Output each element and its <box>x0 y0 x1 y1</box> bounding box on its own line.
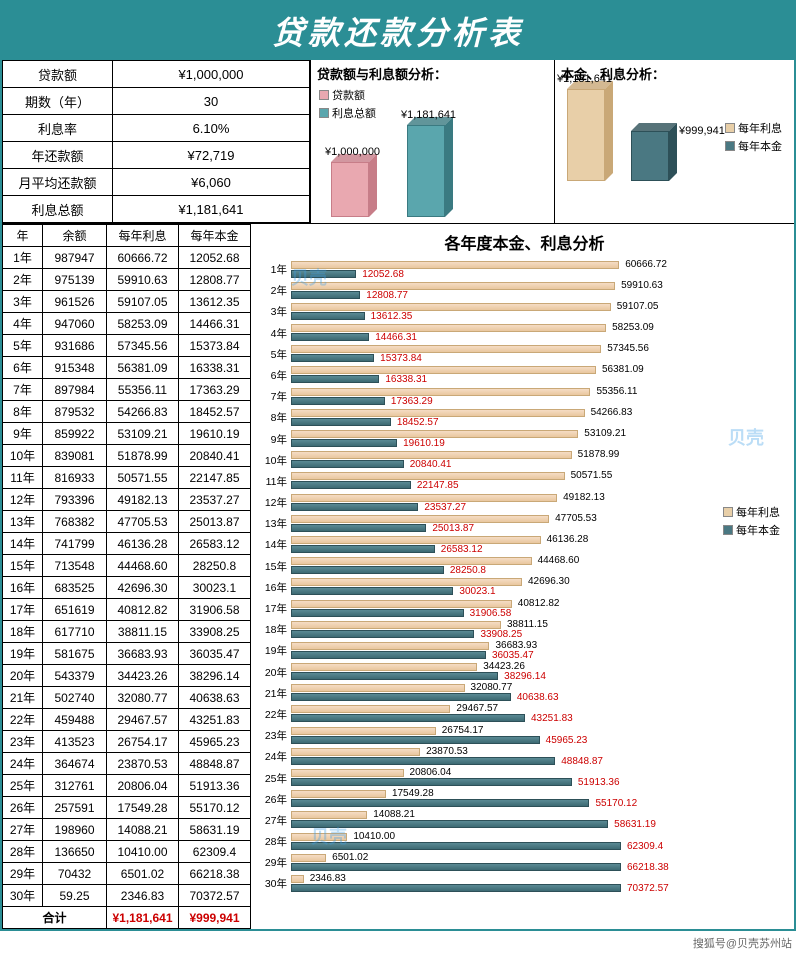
col-header: 余额 <box>43 225 107 247</box>
chart-principal-interest: 本金、利息分析： ¥1,181,641 ¥999,941 每年利息每年本金 <box>554 60 794 223</box>
summary-value: ¥1,181,641 <box>113 196 310 223</box>
hbar-row: 23年 26754.17 45965.23 <box>259 726 790 745</box>
hbar-row: 26年 17549.28 55170.12 <box>259 790 790 809</box>
hbar-row: 16年 42696.30 30023.1 <box>259 578 790 597</box>
hbar-row: 19年 36683.93 36035.47 <box>259 641 790 660</box>
hbar-row: 11年 50571.55 22147.85 <box>259 472 790 491</box>
hbar-row: 6年 56381.09 16338.31 <box>259 366 790 385</box>
table-row: 12年79339649182.1323537.27 <box>3 489 251 511</box>
hbar-row: 10年 51878.99 20840.41 <box>259 451 790 470</box>
summary-table: 贷款额¥1,000,000期数（年）30利息率6.10%年还款额¥72,719月… <box>2 60 310 223</box>
table-row: 2年97513959910.6312808.77 <box>3 269 251 291</box>
hbar-row: 28年 10410.00 62309.4 <box>259 832 790 851</box>
hchart-title: 各年度本金、利息分析 <box>259 230 790 254</box>
table-row: 17年65161940812.8231906.58 <box>3 599 251 621</box>
table-row: 20年54337934423.2638296.14 <box>3 665 251 687</box>
table-row: 14年74179946136.2826583.12 <box>3 533 251 555</box>
chart-loan-vs-interest: 贷款额与利息额分析： 贷款额利息总额 ¥1,000,000 ¥1,181,641 <box>310 60 554 223</box>
hbar-row: 27年 14088.21 58631.19 <box>259 811 790 830</box>
summary-value: ¥1,000,000 <box>113 61 310 88</box>
footer-credit: 搜狐号@贝壳苏州站 <box>0 931 800 955</box>
col-header: 年 <box>3 225 43 247</box>
table-row: 29年704326501.0266218.38 <box>3 863 251 885</box>
table-row: 19年58167536683.9336035.47 <box>3 643 251 665</box>
hbar-row: 18年 38811.15 33908.25 <box>259 620 790 639</box>
table-row: 23年41352326754.1745965.23 <box>3 731 251 753</box>
hbar-row: 22年 29467.57 43251.83 <box>259 705 790 724</box>
table-row: 9年85992253109.2119610.19 <box>3 423 251 445</box>
summary-label: 月平均还款额 <box>3 169 113 196</box>
col-header: 每年本金 <box>179 225 251 247</box>
table-row: 27年19896014088.2158631.19 <box>3 819 251 841</box>
bar: ¥1,181,641 <box>407 125 453 217</box>
hbar-row: 24年 23870.53 48848.87 <box>259 747 790 766</box>
hbar-row: 7年 55356.11 17363.29 <box>259 387 790 406</box>
hbar-row: 3年 59107.05 13612.35 <box>259 302 790 321</box>
yearly-breakdown-chart: 各年度本金、利息分析 1年 60666.72 12052.68 2年 59910… <box>251 224 794 929</box>
hbar-row: 14年 46136.28 26583.12 <box>259 535 790 554</box>
table-row: 30年59.252346.8370372.57 <box>3 885 251 907</box>
table-row: 26年25759117549.2855170.12 <box>3 797 251 819</box>
hbar-row: 5年 57345.56 15373.84 <box>259 345 790 364</box>
table-row: 24年36467423870.5348848.87 <box>3 753 251 775</box>
table-row: 25年31276120806.0451913.36 <box>3 775 251 797</box>
hbar-row: 20年 34423.26 38296.14 <box>259 663 790 682</box>
legend-item: 贷款额 <box>319 87 546 103</box>
table-row: 15年71354844468.6028250.8 <box>3 555 251 577</box>
table-row: 16年68352542696.3030023.1 <box>3 577 251 599</box>
hbar-row: 2年 59910.63 12808.77 <box>259 281 790 300</box>
hbar-row: 25年 20806.04 51913.36 <box>259 769 790 788</box>
hbar-row: 8年 54266.83 18452.57 <box>259 408 790 427</box>
summary-value: 30 <box>113 88 310 115</box>
bar: ¥1,000,000 <box>331 162 377 217</box>
table-row: 28年13665010410.0062309.4 <box>3 841 251 863</box>
hbar-row: 4年 58253.09 14466.31 <box>259 324 790 343</box>
legend-item: 每年利息 <box>725 120 782 136</box>
summary-label: 期数（年） <box>3 88 113 115</box>
hbar-row: 1年 60666.72 12052.68 <box>259 260 790 279</box>
summary-value: ¥72,719 <box>113 142 310 169</box>
summary-label: 利息率 <box>3 115 113 142</box>
table-row: 3年96152659107.0513612.35 <box>3 291 251 313</box>
summary-label: 贷款额 <box>3 61 113 88</box>
legend-item: 每年本金 <box>723 522 780 538</box>
hbar-row: 15年 44468.60 28250.8 <box>259 557 790 576</box>
table-row: 22年45948829467.5743251.83 <box>3 709 251 731</box>
page-title: 贷款还款分析表 <box>2 2 794 60</box>
hbar-row: 9年 53109.21 19610.19 <box>259 430 790 449</box>
summary-value: ¥6,060 <box>113 169 310 196</box>
hbar-row: 17年 40812.82 31906.58 <box>259 599 790 618</box>
table-row: 21年50274032080.7740638.63 <box>3 687 251 709</box>
hbar-row: 30年 2346.83 70372.57 <box>259 874 790 893</box>
amortization-table: 年余额每年利息每年本金 1年98794760666.7212052.682年97… <box>2 224 251 929</box>
bar: ¥1,181,641 <box>567 89 613 181</box>
col-header: 每年利息 <box>107 225 179 247</box>
hbar-row: 13年 47705.53 25013.87 <box>259 514 790 533</box>
table-row: 5年93168657345.5615373.84 <box>3 335 251 357</box>
table-row: 10年83908151878.9920840.41 <box>3 445 251 467</box>
table-row: 11年81693350571.5522147.85 <box>3 467 251 489</box>
chart1-title: 贷款额与利息额分析： <box>311 60 554 87</box>
hbar-row: 12年 49182.13 23537.27 <box>259 493 790 512</box>
legend-item: 每年本金 <box>725 138 782 154</box>
table-row: 13年76838247705.5325013.87 <box>3 511 251 533</box>
bar: ¥999,941 <box>631 131 677 181</box>
table-row: 6年91534856381.0916338.31 <box>3 357 251 379</box>
table-row: 4年94706058253.0914466.31 <box>3 313 251 335</box>
hbar-row: 21年 32080.77 40638.63 <box>259 684 790 703</box>
table-row: 1年98794760666.7212052.68 <box>3 247 251 269</box>
legend-item: 每年利息 <box>723 504 780 520</box>
summary-label: 年还款额 <box>3 142 113 169</box>
table-row: 7年89798455356.1117363.29 <box>3 379 251 401</box>
table-row: 8年87953254266.8318452.57 <box>3 401 251 423</box>
summary-value: 6.10% <box>113 115 310 142</box>
summary-label: 利息总额 <box>3 196 113 223</box>
table-row: 18年61771038811.1533908.25 <box>3 621 251 643</box>
hbar-row: 29年 6501.02 66218.38 <box>259 853 790 872</box>
